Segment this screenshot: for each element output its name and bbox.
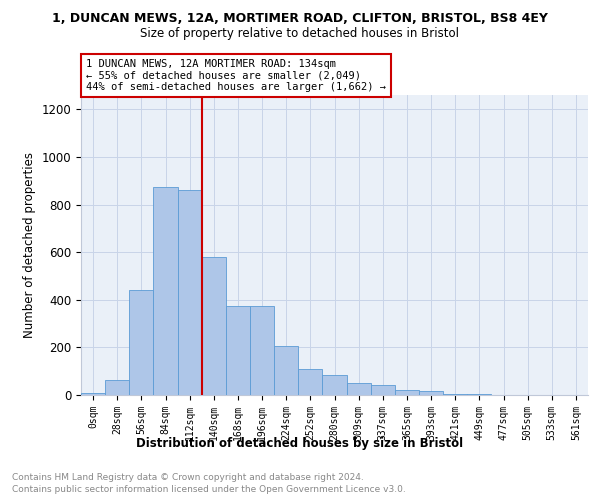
Bar bbox=[274, 346, 298, 395]
Bar bbox=[298, 369, 322, 395]
Bar bbox=[371, 386, 395, 395]
Bar bbox=[202, 257, 226, 395]
Y-axis label: Number of detached properties: Number of detached properties bbox=[23, 152, 36, 338]
Bar bbox=[419, 392, 443, 395]
Text: Contains public sector information licensed under the Open Government Licence v3: Contains public sector information licen… bbox=[12, 485, 406, 494]
Text: Size of property relative to detached houses in Bristol: Size of property relative to detached ho… bbox=[140, 28, 460, 40]
Bar bbox=[250, 306, 274, 395]
Text: 1 DUNCAN MEWS, 12A MORTIMER ROAD: 134sqm
← 55% of detached houses are smaller (2: 1 DUNCAN MEWS, 12A MORTIMER ROAD: 134sqm… bbox=[86, 59, 386, 92]
Bar bbox=[467, 394, 491, 395]
Bar bbox=[178, 190, 202, 395]
Text: 1, DUNCAN MEWS, 12A, MORTIMER ROAD, CLIFTON, BRISTOL, BS8 4EY: 1, DUNCAN MEWS, 12A, MORTIMER ROAD, CLIF… bbox=[52, 12, 548, 26]
Bar bbox=[322, 375, 347, 395]
Text: Distribution of detached houses by size in Bristol: Distribution of detached houses by size … bbox=[136, 438, 464, 450]
Bar bbox=[129, 290, 154, 395]
Bar bbox=[226, 306, 250, 395]
Bar bbox=[395, 390, 419, 395]
Bar bbox=[81, 392, 105, 395]
Bar bbox=[154, 186, 178, 395]
Text: Contains HM Land Registry data © Crown copyright and database right 2024.: Contains HM Land Registry data © Crown c… bbox=[12, 472, 364, 482]
Bar bbox=[443, 394, 467, 395]
Bar bbox=[105, 380, 129, 395]
Bar bbox=[347, 383, 371, 395]
